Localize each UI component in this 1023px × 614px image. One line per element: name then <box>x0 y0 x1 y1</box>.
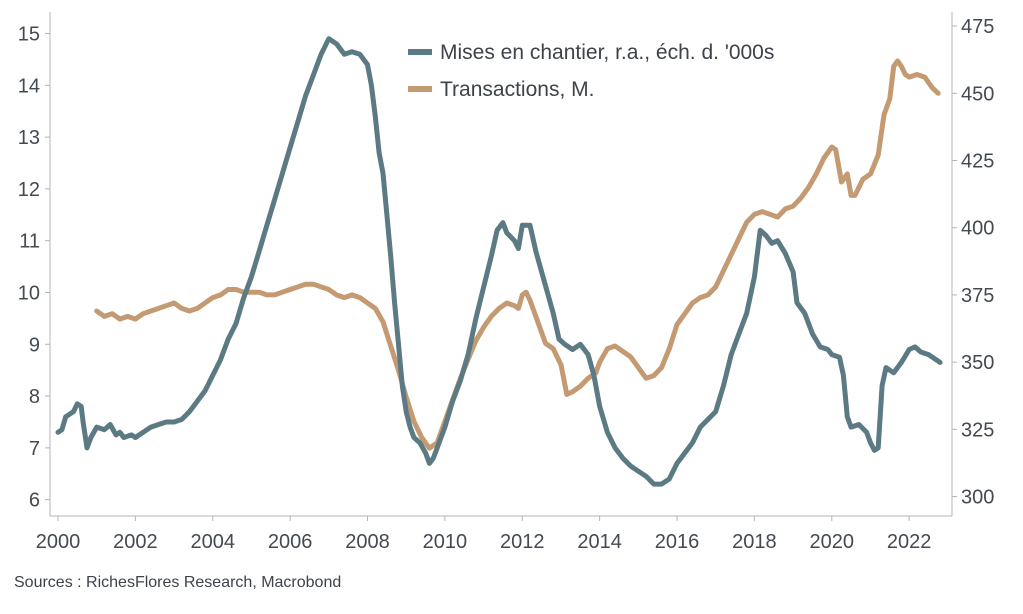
legend-label-transactions: Transactions, M. <box>440 78 594 101</box>
right-tick-label: 325 <box>961 419 994 441</box>
right-tick-label: 300 <box>961 487 994 509</box>
left-tick-label: 7 <box>29 438 40 460</box>
left-tick-label: 12 <box>18 179 40 201</box>
x-tick-label: 2018 <box>732 531 777 553</box>
legend-label-housing-starts: Mises en chantier, r.a., éch. d. '000s <box>440 41 774 64</box>
left-tick-label: 13 <box>18 127 40 149</box>
x-tick-label: 2008 <box>345 531 390 553</box>
left-tick-label: 10 <box>18 282 40 304</box>
axes <box>49 12 953 517</box>
x-tick-label: 2002 <box>113 531 158 553</box>
source-note: Sources : RichesFlores Research, Macrobo… <box>14 574 342 591</box>
x-tick-label: 2014 <box>577 531 622 553</box>
right-axis-ticks: 300 325 350 375 400 425 450 475 <box>952 16 994 509</box>
left-tick-label: 6 <box>29 490 40 512</box>
x-tick-label: 2022 <box>887 531 932 553</box>
left-tick-label: 11 <box>19 231 40 253</box>
x-tick-label: 2012 <box>500 531 545 553</box>
series-layer <box>55 36 943 487</box>
legend: Mises en chantier, r.a., éch. d. '000s T… <box>408 41 774 101</box>
x-axis-ticks: 2000 2002 2004 2006 2008 2010 2012 2014 2016 2018… <box>36 516 932 553</box>
series-line-transactions <box>94 58 941 451</box>
left-tick-label: 8 <box>29 386 40 408</box>
left-tick-label: 15 <box>18 24 40 46</box>
right-tick-label: 400 <box>961 218 994 240</box>
left-axis-ticks: 6 7 8 9 10 11 12 13 14 15 <box>18 24 50 512</box>
right-tick-label: 450 <box>961 83 994 105</box>
right-tick-label: 375 <box>961 285 994 307</box>
left-tick-label: 14 <box>18 75 40 97</box>
right-tick-label: 350 <box>961 352 994 374</box>
right-tick-label: 425 <box>961 150 994 172</box>
series-line-housing-starts <box>55 36 943 487</box>
x-tick-label: 2020 <box>810 531 855 553</box>
x-tick-label: 2016 <box>655 531 700 553</box>
left-tick-label: 9 <box>29 334 40 356</box>
x-tick-label: 2004 <box>191 531 236 553</box>
right-tick-label: 475 <box>961 16 994 38</box>
x-tick-label: 2006 <box>268 531 313 553</box>
x-tick-label: 2000 <box>36 531 81 553</box>
x-tick-label: 2010 <box>423 531 468 553</box>
